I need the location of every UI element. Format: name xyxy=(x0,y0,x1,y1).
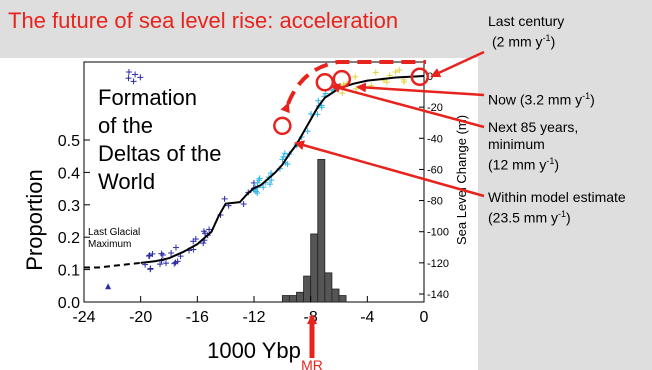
callout-model-rate: (23.5 mm y-1) xyxy=(488,206,626,227)
callout-model-line1: Within model estimate xyxy=(488,189,626,205)
y-tick-label-1: 0.1 xyxy=(58,263,80,280)
arrow-next-85 xyxy=(330,83,485,129)
chart-title-line2: of the xyxy=(98,113,153,138)
rate-exponent: -1 xyxy=(558,209,567,219)
rate-exponent: -1 xyxy=(582,91,591,101)
callout-now: Now (3.2 mm y-1) xyxy=(488,88,595,109)
rate-text: (23.5 mm y xyxy=(488,209,559,226)
mr-label: MR xyxy=(301,357,323,370)
y2-tick-label-1: -20 xyxy=(427,102,443,114)
callout-last-century-line1: Last century xyxy=(488,13,565,29)
chart-title-line3: Deltas of the xyxy=(98,141,222,166)
x-tick-label-6: 0 xyxy=(420,309,429,326)
annotation-maximum: Maximum xyxy=(88,239,131,250)
histogram-bars xyxy=(281,159,347,303)
y2-axis-ticks: 0 -20 -40 -60 -80 -100 -120 -140 xyxy=(419,71,449,301)
title-banner xyxy=(0,0,478,58)
y-tick-label-4: 0.4 xyxy=(58,165,80,182)
x-tick-label-1: -20 xyxy=(129,309,152,326)
highlight-circle-0 xyxy=(273,116,292,136)
y2-tick-label-0: 0 xyxy=(427,71,433,83)
callout-next-rate: (12 mm y-1) xyxy=(488,153,578,174)
rate-text: (12 mm y xyxy=(488,156,547,173)
glacial-maximum-curve xyxy=(84,261,141,269)
callout-next-line1: Next 85 years, xyxy=(488,119,579,135)
y2-tick-label-7: -140 xyxy=(427,289,449,301)
slide-title: The future of sea level rise: accelerati… xyxy=(8,8,399,33)
x-axis-ticks: -24-20-16-12-8-40 xyxy=(72,296,429,326)
chart-title-line4: World xyxy=(98,169,155,194)
y2-tick-label-5: -100 xyxy=(427,227,449,239)
y2-tick-label-3: -60 xyxy=(427,164,443,176)
bar-8 xyxy=(338,295,347,303)
highlight-circle-1 xyxy=(315,72,335,92)
bar-1 xyxy=(289,295,297,303)
rate-close: ) xyxy=(550,33,556,50)
bar-6 xyxy=(324,272,333,303)
sea-level-curve xyxy=(140,75,425,264)
callout-next-line2: minimum xyxy=(488,136,545,152)
rate-close: ) xyxy=(566,209,571,226)
callout-last-century: Last century (2 mm y-1) xyxy=(488,13,564,51)
y2-axis-label: Sea Level Change (m) xyxy=(454,115,469,245)
rate-close: ) xyxy=(554,156,560,173)
highlight-circle-2 xyxy=(332,69,352,89)
x-tick-label-3: -12 xyxy=(242,309,265,326)
y-tick-label-2: 0.2 xyxy=(58,230,80,247)
x-tick-label-0: -24 xyxy=(72,309,95,326)
bar-2 xyxy=(296,291,304,303)
bar-7 xyxy=(331,288,340,303)
y2-tick-label-4: -80 xyxy=(427,196,443,208)
bar-5 xyxy=(317,159,326,303)
y-tick-label-0: 0.0 xyxy=(58,295,80,312)
x-axis-label: 1000 Ybp xyxy=(207,338,301,363)
dashed-red-arc xyxy=(280,60,426,114)
rate-text: (2 mm y xyxy=(492,33,543,50)
bar-0 xyxy=(281,295,290,303)
y-tick-label-5: 0.5 xyxy=(58,133,80,150)
x-tick-label-2: -16 xyxy=(186,309,209,326)
annotation-last-glacial: Last Glacial xyxy=(88,227,140,238)
arrow-model-estimate xyxy=(294,140,485,198)
y2-tick-label-6: -120 xyxy=(427,258,449,270)
callout-next-85-years: Next 85 years, minimum (12 mm y-1) xyxy=(488,119,578,174)
y-tick-label-3: 0.3 xyxy=(58,198,80,215)
arrow-now xyxy=(356,82,485,97)
rate-close: ) xyxy=(590,91,595,108)
arrow-last-century xyxy=(430,50,485,78)
y2-tick-label-2: -40 xyxy=(427,133,443,145)
highlight-circles xyxy=(273,67,429,136)
y-axis-ticks: 0.0 0.1 0.2 0.3 0.4 0.5 xyxy=(58,133,90,312)
rate-text: Now (3.2 mm y xyxy=(488,91,583,108)
callout-model-estimate: Within model estimate (23.5 mm y-1) xyxy=(488,189,626,227)
datapoint-triangle xyxy=(105,283,112,290)
rate-exponent: -1 xyxy=(542,33,551,43)
bar-3 xyxy=(303,275,312,303)
callout-panel xyxy=(478,0,652,370)
y-axis-label: Proportion xyxy=(22,169,47,271)
rate-exponent: -1 xyxy=(546,156,555,166)
highlight-circle-3 xyxy=(410,67,429,87)
bar-4 xyxy=(310,233,319,303)
callout-last-century-rate: (2 mm y-1) xyxy=(488,30,564,51)
x-tick-label-5: -4 xyxy=(360,309,374,326)
chart-title-line1: Formation xyxy=(98,85,197,110)
